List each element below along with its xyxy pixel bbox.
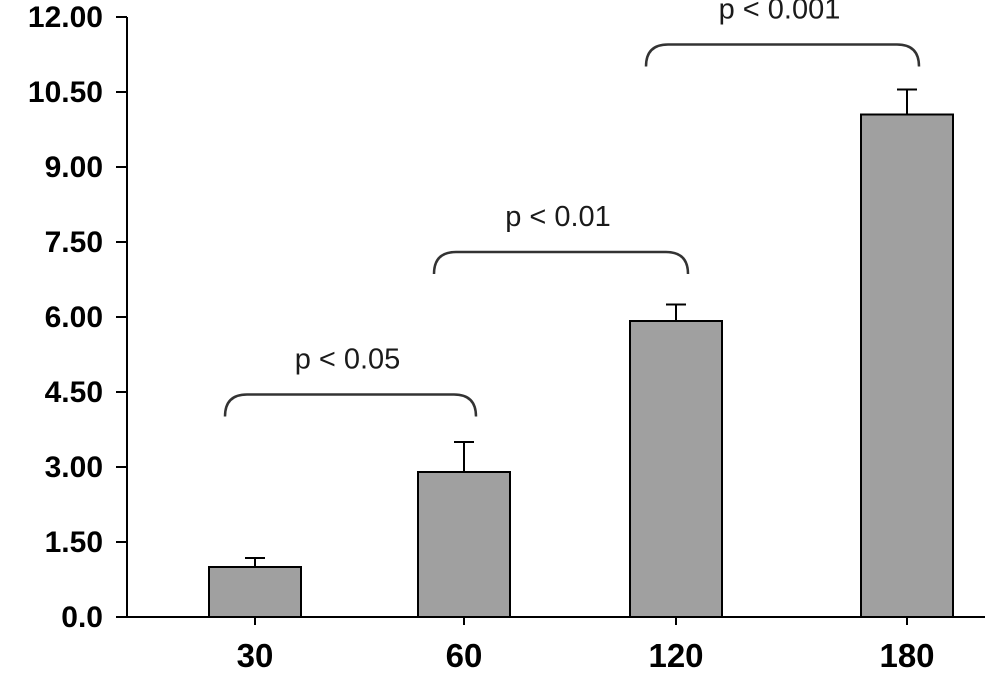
y-tick-label: 12.00 xyxy=(28,1,103,34)
bar-180 xyxy=(860,113,954,618)
x-tick-label-30: 30 xyxy=(237,637,274,674)
y-tick-label: 3.00 xyxy=(45,451,103,484)
y-tick-label: 10.50 xyxy=(28,76,103,109)
y-tick-label: 7.50 xyxy=(45,226,103,259)
bar-30 xyxy=(208,566,302,618)
y-tick-label: 6.00 xyxy=(45,301,103,334)
significance-label-2: p < 0.01 xyxy=(505,201,611,233)
x-tick-label-180: 180 xyxy=(879,637,934,674)
bar-60 xyxy=(417,471,511,618)
significance-label-3: p < 0.001 xyxy=(719,0,841,26)
significance-label-1: p < 0.05 xyxy=(295,344,401,376)
y-tick-label: 0.0 xyxy=(61,601,103,634)
significance-annotations: p < 0.05 p < 0.01 p < 0.001 xyxy=(223,0,921,417)
y-tick-label: 4.50 xyxy=(45,376,103,409)
bar-120 xyxy=(629,320,723,618)
x-tick-label-120: 120 xyxy=(648,637,703,674)
significance-bracket-2 xyxy=(432,250,690,275)
bars xyxy=(208,88,954,618)
y-tick-label: 1.50 xyxy=(45,526,103,559)
x-axis: 30 60 120 180 xyxy=(127,616,985,674)
significance-bracket-3 xyxy=(644,43,921,67)
significance-bracket-1 xyxy=(223,393,478,417)
y-tick-label: 9.00 xyxy=(45,151,103,184)
y-axis: 0.0 1.50 3.00 4.50 6.00 7.50 9.00 10.50 12.00 xyxy=(28,1,128,634)
x-tick-label-60: 60 xyxy=(446,637,483,674)
